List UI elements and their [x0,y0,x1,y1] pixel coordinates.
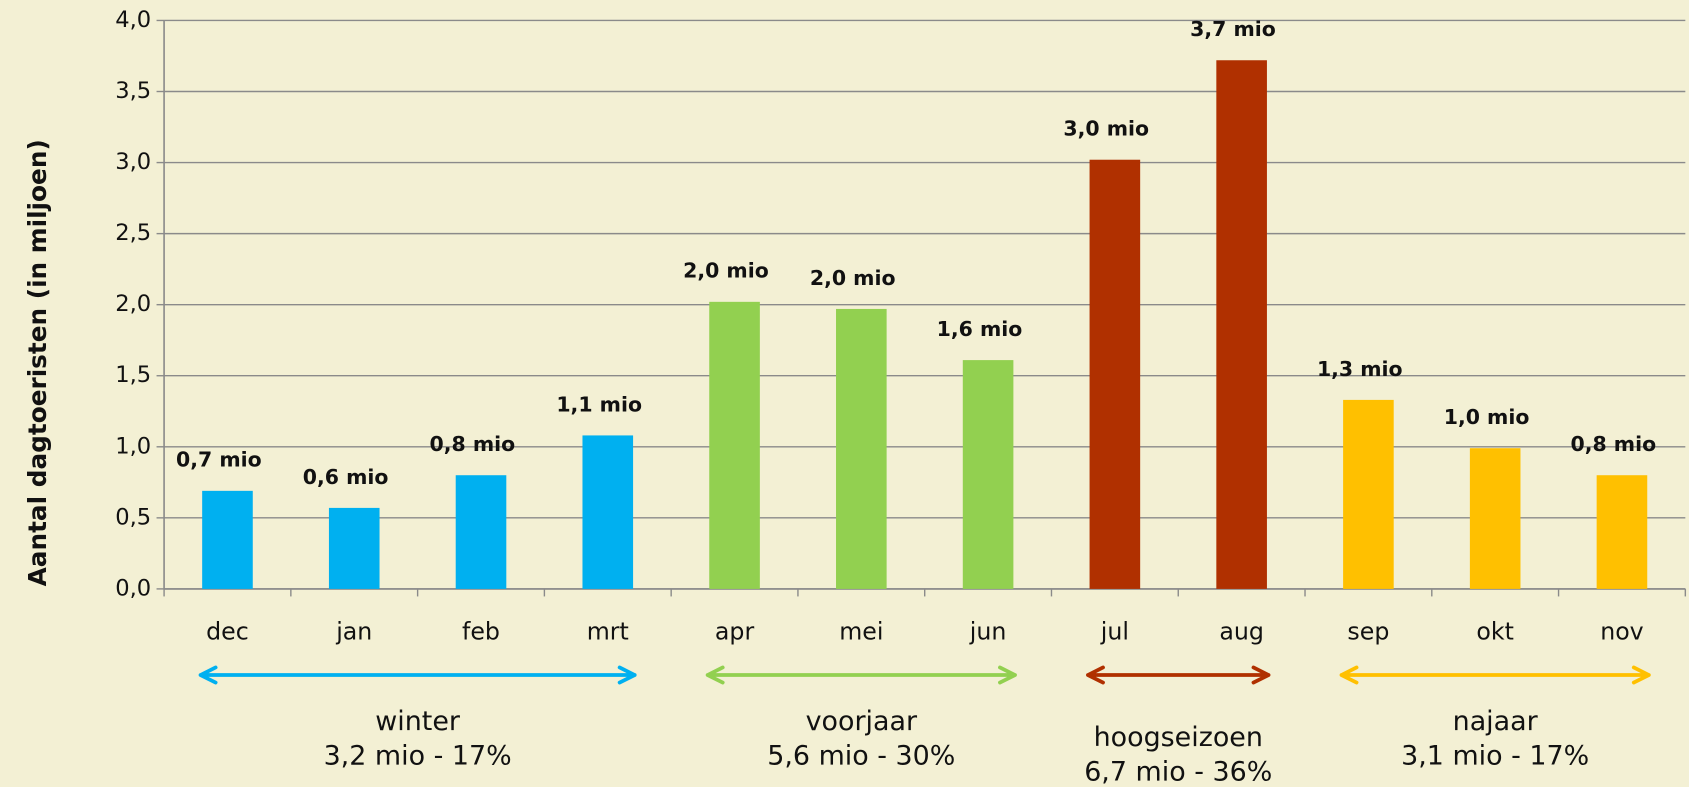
bar [328,507,380,589]
bar [962,360,1014,589]
bar [1216,60,1267,589]
y-tick-label: 0,5 [115,504,151,530]
x-tick-label: jan [335,618,372,646]
y-tick-label: 2,5 [115,220,151,246]
x-tick-label: mei [839,618,883,646]
data-label: 1,1 mio [556,392,642,416]
data-label: 3,7 mio [1190,17,1276,41]
season-arrow [705,665,1017,685]
bar [1343,399,1394,589]
season-summary: 3,2 mio - 17% [324,740,512,771]
data-label: 0,6 mio [303,465,389,489]
bar [1596,475,1648,589]
season-arrow [1339,665,1651,685]
x-tick-label: sep [1347,618,1389,646]
season-name: voorjaar [806,706,918,737]
data-label: 2,0 mio [810,266,896,290]
bar [709,301,760,589]
season-arrow [198,665,637,685]
season-name: winter [375,706,461,737]
bar [1469,448,1521,589]
season-name: najaar [1453,706,1539,737]
season-arrow [1086,665,1271,685]
season-summary: 5,6 mio - 30% [767,740,955,771]
season-name: hoogseizoen [1094,722,1263,753]
data-label: 2,0 mio [683,259,769,283]
y-tick-label: 1,5 [115,362,151,388]
x-tick-label: aug [1219,618,1264,646]
bar [1089,159,1141,589]
x-tick-label: feb [462,618,500,646]
data-label: 3,0 mio [1063,117,1149,141]
data-label: 1,6 mio [937,317,1023,341]
x-tick-label: apr [715,618,755,646]
data-label: 1,3 mio [1317,357,1403,381]
data-label: 0,8 mio [1570,432,1656,456]
x-tick-label: jun [969,618,1007,646]
x-tick-label: okt [1476,618,1513,646]
data-label: 1,0 mio [1444,405,1530,429]
bar [836,308,887,589]
y-tick-label: 0,0 [115,575,151,601]
data-label: 0,8 mio [430,432,516,456]
y-tick-label: 2,0 [115,291,151,317]
y-tick-label: 3,0 [115,149,151,175]
x-tick-label: dec [206,618,249,646]
y-axis-label: Aantal dagtoeristen (in miljoen) [23,139,52,586]
y-tick-label: 4,0 [115,7,151,33]
y-tick-label: 3,5 [115,78,151,104]
bar [202,490,253,589]
season-summary: 3,1 mio - 17% [1401,740,1589,771]
y-tick-label: 1,0 [115,433,151,459]
x-tick-label: mrt [587,618,629,646]
bar [582,435,634,589]
data-label: 0,7 mio [176,448,262,472]
x-tick-label: jul [1100,618,1129,646]
bar [455,475,507,589]
x-tick-label: nov [1600,618,1644,646]
season-summary: 6,7 mio - 36% [1084,757,1272,787]
